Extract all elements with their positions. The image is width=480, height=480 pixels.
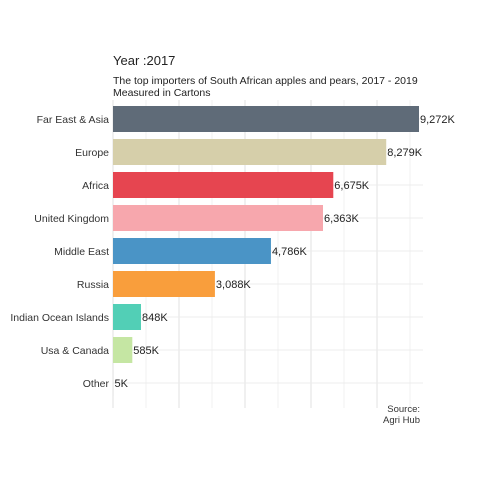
subtitle-line: The top importers of South African apple…	[113, 75, 418, 87]
value-label: 9,272K	[420, 114, 456, 126]
bar	[113, 337, 133, 363]
value-label: 585K	[133, 345, 159, 357]
category-label: Indian Ocean Islands	[10, 312, 109, 324]
bar	[113, 304, 141, 330]
category-label: Africa	[82, 180, 109, 192]
category-label: Russia	[77, 279, 109, 291]
category-label: Europe	[75, 147, 109, 159]
category-label: Far East & Asia	[37, 114, 110, 126]
caption-line2: Agri Hub	[383, 415, 420, 426]
value-label: 6,363K	[324, 213, 360, 225]
category-label: Other	[83, 378, 110, 390]
bar	[113, 370, 114, 396]
bar	[113, 238, 271, 264]
bar	[113, 139, 387, 165]
value-label: 848K	[142, 312, 168, 324]
bar	[113, 271, 215, 297]
category-label: Usa & Canada	[41, 345, 109, 357]
chart-subtitle: The top importers of South African apple…	[113, 75, 418, 99]
value-label: 5K	[115, 378, 129, 390]
bar	[113, 172, 334, 198]
bar	[113, 106, 419, 132]
category-label: United Kingdom	[34, 213, 109, 225]
category-label: Middle East	[54, 246, 109, 258]
chart-title: Year :2017	[113, 53, 176, 68]
caption-line1: Source:	[387, 404, 420, 415]
value-label: 6,675K	[334, 180, 370, 192]
subtitle-units: Measured in Cartons	[113, 87, 211, 99]
value-label: 4,786K	[272, 246, 308, 258]
value-label: 8,279K	[387, 147, 423, 159]
source-caption: Source: Agri Hub	[383, 404, 420, 426]
bar	[113, 205, 323, 231]
value-label: 3,088K	[216, 279, 252, 291]
